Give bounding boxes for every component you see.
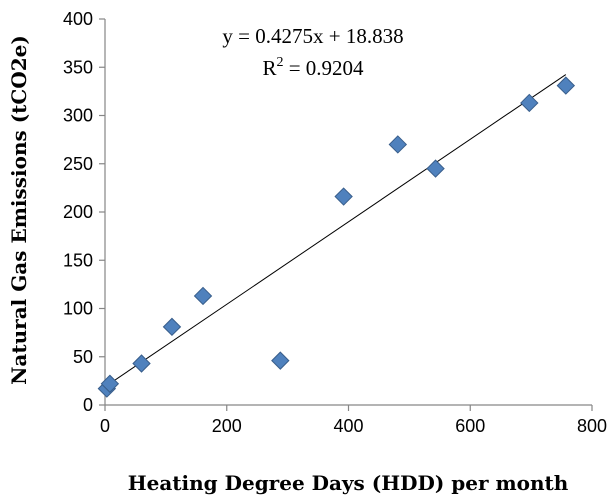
data-point	[388, 135, 408, 154]
y-tick-label: 150	[63, 250, 93, 270]
x-tick-label: 200	[212, 416, 242, 436]
y-tick-label: 50	[73, 347, 93, 367]
x-tick-label: 600	[455, 416, 485, 436]
r-squared-value: = 0.9204	[283, 56, 364, 80]
y-tick-label: 250	[63, 154, 93, 174]
y-tick-label: 0	[83, 395, 93, 415]
points-layer	[97, 76, 576, 398]
y-tick-label: 200	[63, 202, 93, 222]
data-point	[193, 286, 213, 306]
trendline	[104, 74, 567, 388]
data-point	[271, 351, 290, 370]
x-tick-label: 0	[100, 416, 110, 436]
data-point	[100, 374, 120, 393]
trendline-equation: y = 0.4275x + 18.838	[222, 24, 403, 48]
trendline-layer	[104, 74, 567, 388]
labels-layer: y = 0.4275x + 18.838 R2 = 0.9204 Heating…	[7, 24, 569, 495]
r-squared-prefix: R	[262, 56, 276, 80]
y-tick-label: 350	[63, 57, 93, 77]
x-axis-title: Heating Degree Days (HDD) per month	[128, 471, 569, 495]
data-point	[162, 317, 182, 337]
r-squared-superscript: 2	[276, 55, 283, 70]
axes: 0 50 100 150 200 250 300 350 400 0 200 400 600 800	[63, 9, 607, 436]
data-point	[426, 159, 445, 178]
data-point	[520, 93, 539, 113]
x-tick-label: 800	[577, 416, 607, 436]
y-tick-label: 100	[63, 299, 93, 319]
r-squared-label: R2 = 0.9204	[262, 55, 364, 80]
y-axis-title: Natural Gas Emissions (tCO2e)	[7, 35, 31, 385]
y-tick-label: 400	[63, 9, 93, 29]
y-tick-label: 300	[63, 106, 93, 126]
x-tick-label: 400	[333, 416, 363, 436]
data-point	[334, 187, 353, 206]
data-point	[556, 76, 576, 95]
data-point	[132, 354, 151, 373]
